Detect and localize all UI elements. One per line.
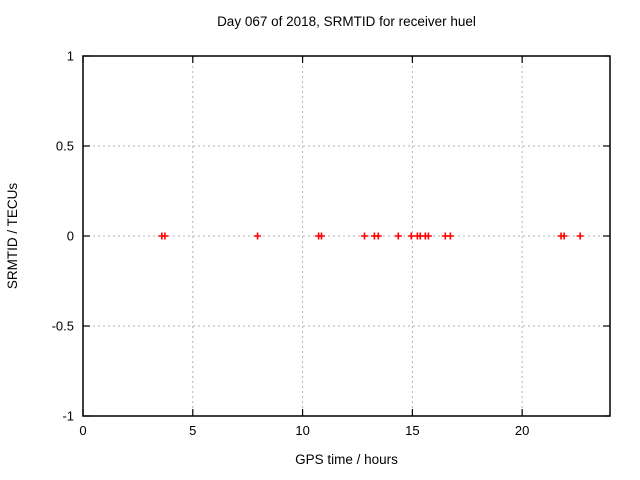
data-point-marker bbox=[394, 232, 402, 240]
x-tick-label: 15 bbox=[405, 423, 419, 438]
data-point-marker bbox=[576, 232, 584, 240]
data-point-marker bbox=[317, 232, 325, 240]
x-tick-label: 20 bbox=[515, 423, 529, 438]
data-point-marker bbox=[161, 232, 169, 240]
data-point-marker bbox=[254, 232, 262, 240]
y-tick-label: 1 bbox=[67, 49, 74, 64]
chart-title: Day 067 of 2018, SRMTID for receiver hue… bbox=[217, 14, 476, 29]
x-tick-label: 0 bbox=[79, 423, 86, 438]
data-point-marker bbox=[361, 232, 369, 240]
data-point-marker bbox=[446, 232, 454, 240]
x-tick-label: 5 bbox=[189, 423, 196, 438]
data-point-marker bbox=[560, 232, 568, 240]
y-tick-label: 0 bbox=[67, 229, 74, 244]
y-tick-label: -1 bbox=[62, 409, 74, 424]
x-axis-label: GPS time / hours bbox=[295, 452, 398, 467]
data-point-marker bbox=[374, 232, 382, 240]
data-point-marker bbox=[424, 232, 432, 240]
x-tick-label: 10 bbox=[295, 423, 309, 438]
y-axis-label: SRMTID / TECUs bbox=[5, 182, 20, 290]
y-tick-label: -0.5 bbox=[52, 319, 74, 334]
data-point-marker bbox=[407, 232, 415, 240]
y-tick-label: 0.5 bbox=[56, 139, 74, 154]
plot-border bbox=[82, 55, 611, 417]
